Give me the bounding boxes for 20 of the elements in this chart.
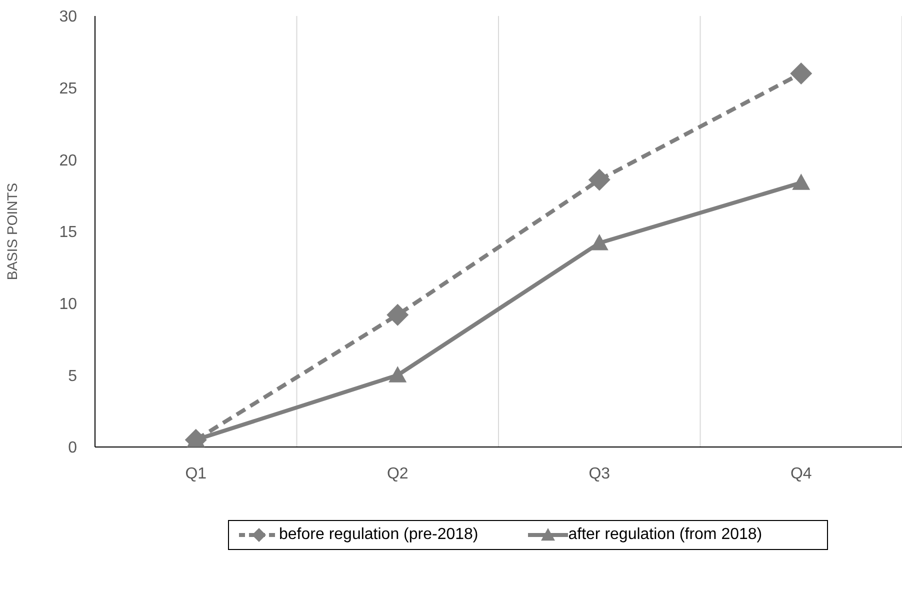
- legend-label: before regulation (pre-2018): [278, 526, 478, 544]
- y-tick-label: 15: [59, 224, 78, 242]
- point: [590, 234, 608, 250]
- legend-label: after regulation (from 2018): [567, 526, 762, 544]
- x-tick-label: Q4: [790, 465, 812, 482]
- x-tick-label: Q1: [185, 465, 207, 482]
- y-tick-label: 10: [59, 296, 78, 314]
- point: [388, 366, 407, 382]
- y-axis-title: BASIS POINTS: [4, 182, 20, 280]
- point: [792, 174, 810, 190]
- point: [588, 168, 610, 191]
- point: [386, 304, 409, 326]
- y-tick-label: 5: [68, 368, 78, 385]
- y-tick-label: 30: [59, 8, 78, 26]
- y-tick-label: 0: [68, 440, 78, 457]
- x-tick-label: Q3: [588, 465, 610, 482]
- y-tick-label: 20: [59, 152, 78, 170]
- y-tick-label: 25: [59, 80, 78, 98]
- x-tick-label: Q2: [386, 465, 408, 482]
- point: [790, 62, 812, 84]
